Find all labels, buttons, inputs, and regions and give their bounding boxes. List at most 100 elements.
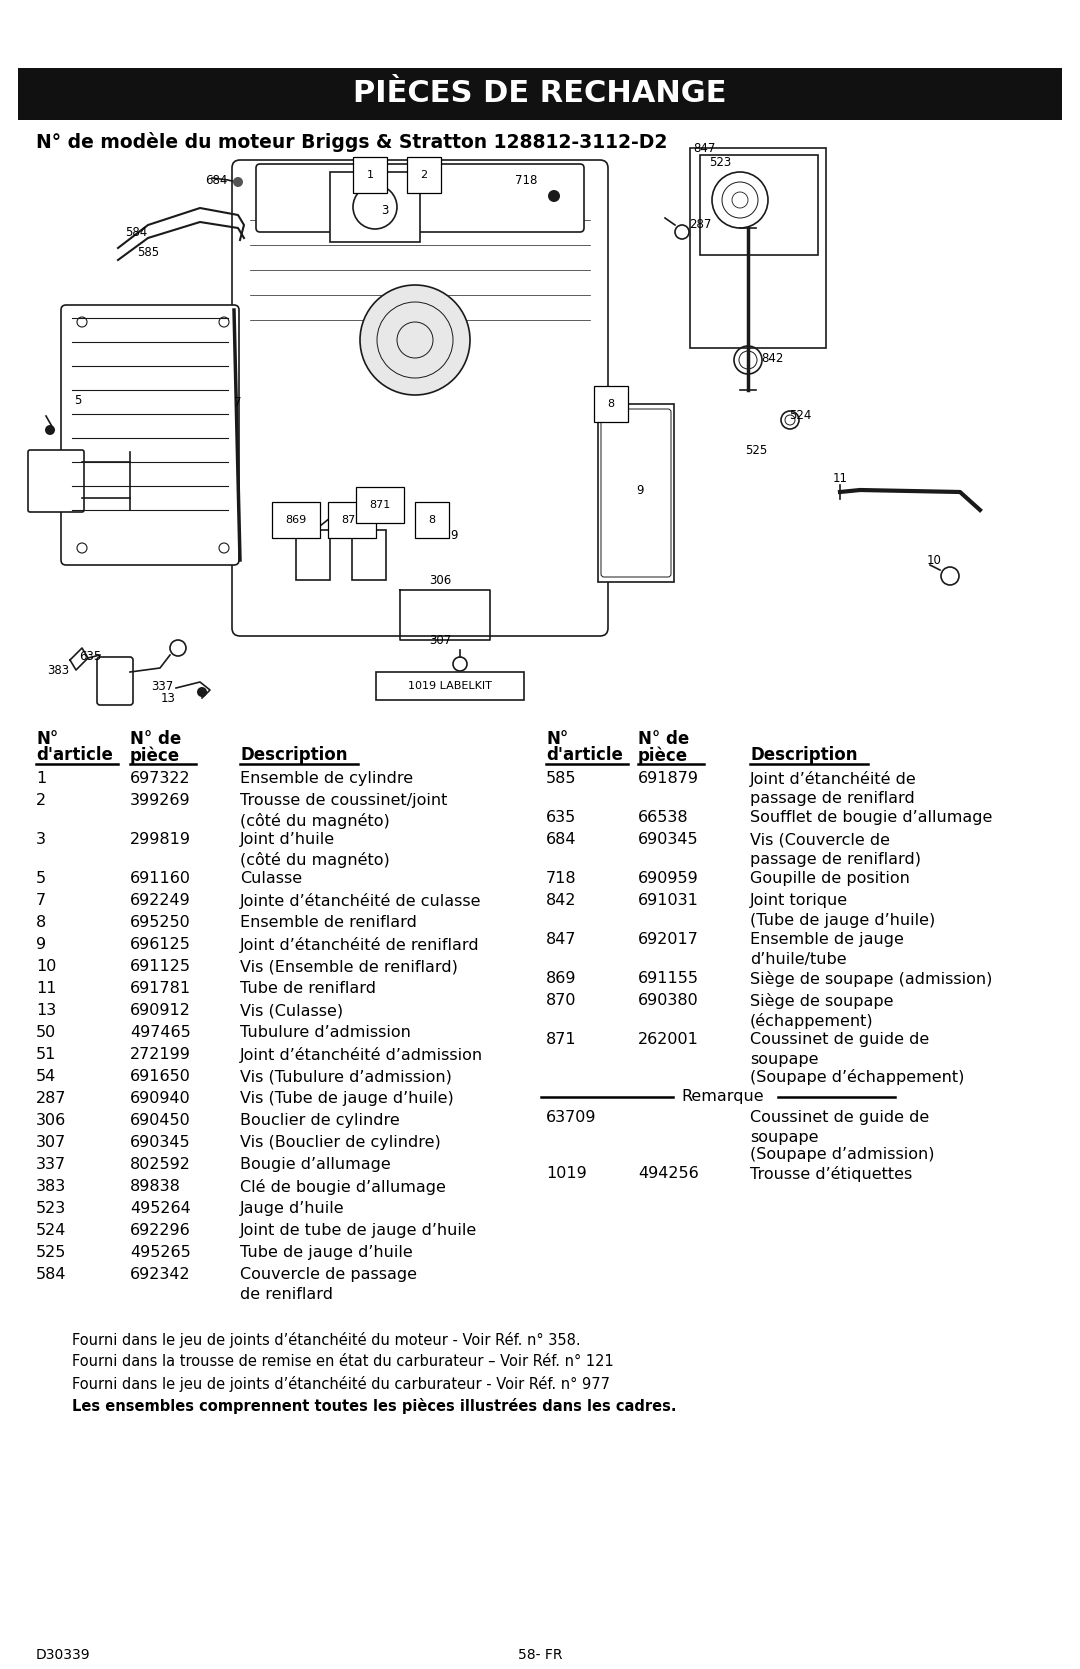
Text: 7: 7 bbox=[234, 396, 242, 409]
Text: 871: 871 bbox=[369, 501, 391, 511]
Text: Joint d’huile: Joint d’huile bbox=[240, 833, 335, 846]
Text: 690345: 690345 bbox=[638, 833, 699, 846]
Text: Joint torique: Joint torique bbox=[750, 893, 848, 908]
Text: N° de modèle du moteur Briggs & Stratton 128812-3112-D2: N° de modèle du moteur Briggs & Stratton… bbox=[36, 132, 667, 152]
Text: de reniflard: de reniflard bbox=[240, 1287, 333, 1302]
Text: Vis (Culasse): Vis (Culasse) bbox=[240, 1003, 343, 1018]
Bar bbox=[296, 531, 330, 581]
Text: 54: 54 bbox=[36, 1070, 56, 1083]
Text: (Soupape d’admission): (Soupape d’admission) bbox=[750, 1147, 934, 1162]
Text: d'article: d'article bbox=[546, 746, 623, 764]
Circle shape bbox=[233, 177, 243, 187]
Text: 13: 13 bbox=[36, 1003, 56, 1018]
Text: Culasse: Culasse bbox=[240, 871, 302, 886]
Text: 63709: 63709 bbox=[546, 1110, 596, 1125]
Text: Vis (Ensemble de reniflard): Vis (Ensemble de reniflard) bbox=[240, 960, 458, 975]
Text: 692249: 692249 bbox=[130, 893, 191, 908]
Text: 307: 307 bbox=[36, 1135, 66, 1150]
Text: 287: 287 bbox=[36, 1092, 67, 1107]
Text: Jauge d’huile: Jauge d’huile bbox=[240, 1202, 345, 1217]
Text: 50: 50 bbox=[36, 1025, 56, 1040]
Text: N° de: N° de bbox=[638, 729, 689, 748]
Text: 523: 523 bbox=[708, 155, 731, 169]
Text: 399269: 399269 bbox=[130, 793, 191, 808]
Text: 842: 842 bbox=[546, 893, 577, 908]
Text: 690450: 690450 bbox=[130, 1113, 191, 1128]
Text: 870: 870 bbox=[546, 993, 577, 1008]
Text: Vis (Bouclier de cylindre): Vis (Bouclier de cylindre) bbox=[240, 1135, 441, 1150]
Text: 585: 585 bbox=[546, 771, 577, 786]
Text: 525: 525 bbox=[36, 1245, 66, 1260]
Text: 584: 584 bbox=[36, 1267, 67, 1282]
Text: 635: 635 bbox=[79, 649, 102, 663]
Text: Couvercle de passage: Couvercle de passage bbox=[240, 1267, 417, 1282]
Text: 870: 870 bbox=[341, 516, 363, 526]
Text: 497465: 497465 bbox=[130, 1025, 191, 1040]
Text: 691160: 691160 bbox=[130, 871, 191, 886]
Text: Ensemble de cylindre: Ensemble de cylindre bbox=[240, 771, 414, 786]
Text: Siège de soupape: Siège de soupape bbox=[750, 993, 893, 1010]
Text: Bouclier de cylindre: Bouclier de cylindre bbox=[240, 1113, 400, 1128]
Text: Trousse d’étiquettes: Trousse d’étiquettes bbox=[750, 1167, 913, 1182]
Text: Remarque: Remarque bbox=[681, 1088, 765, 1103]
Text: d'article: d'article bbox=[36, 746, 113, 764]
Text: soupape: soupape bbox=[750, 1130, 819, 1145]
Text: 697322: 697322 bbox=[130, 771, 191, 786]
Text: 337: 337 bbox=[151, 679, 173, 693]
Text: 847: 847 bbox=[546, 931, 577, 946]
Text: Joint d’étanchéité de reniflard: Joint d’étanchéité de reniflard bbox=[240, 936, 480, 953]
Text: 9: 9 bbox=[36, 936, 46, 951]
Text: 51: 51 bbox=[36, 1046, 56, 1061]
Text: 635: 635 bbox=[546, 809, 577, 824]
Text: pièce: pièce bbox=[130, 746, 180, 764]
Text: 8: 8 bbox=[607, 399, 615, 409]
Text: Bougie d’allumage: Bougie d’allumage bbox=[240, 1157, 391, 1172]
Text: 1: 1 bbox=[366, 170, 374, 180]
Text: Joint d’étanchéité de: Joint d’étanchéité de bbox=[750, 771, 917, 788]
Text: 495265: 495265 bbox=[130, 1245, 191, 1260]
Text: 524: 524 bbox=[788, 409, 811, 422]
Text: 1019 LABELKIT: 1019 LABELKIT bbox=[408, 681, 491, 691]
Text: Coussinet de guide de: Coussinet de guide de bbox=[750, 1110, 929, 1125]
Text: 696125: 696125 bbox=[130, 936, 191, 951]
Text: 8: 8 bbox=[429, 516, 435, 526]
Text: 58- FR: 58- FR bbox=[517, 1647, 563, 1662]
Text: passage de reniflard): passage de reniflard) bbox=[750, 851, 921, 866]
Text: 287: 287 bbox=[689, 219, 712, 232]
Text: 692017: 692017 bbox=[638, 931, 699, 946]
Text: pièce: pièce bbox=[638, 746, 688, 764]
FancyBboxPatch shape bbox=[97, 658, 133, 704]
Bar bbox=[376, 673, 524, 699]
Text: 494256: 494256 bbox=[638, 1167, 699, 1182]
Text: 306: 306 bbox=[429, 574, 451, 586]
Text: Joint de tube de jauge d’huile: Joint de tube de jauge d’huile bbox=[240, 1223, 477, 1238]
Text: Ensemble de reniflard: Ensemble de reniflard bbox=[240, 915, 417, 930]
Text: 5: 5 bbox=[36, 871, 46, 886]
Text: 5: 5 bbox=[75, 394, 82, 407]
Text: Description: Description bbox=[240, 746, 348, 764]
Text: Siège de soupape (admission): Siège de soupape (admission) bbox=[750, 971, 993, 986]
Text: N°: N° bbox=[36, 729, 58, 748]
Text: 11: 11 bbox=[36, 981, 56, 996]
Text: Tubulure d’admission: Tubulure d’admission bbox=[240, 1025, 410, 1040]
Circle shape bbox=[197, 688, 207, 698]
Text: Clé de bougie d’allumage: Clé de bougie d’allumage bbox=[240, 1178, 446, 1195]
Bar bbox=[700, 155, 818, 255]
Text: N° de: N° de bbox=[130, 729, 181, 748]
Text: 692296: 692296 bbox=[130, 1223, 191, 1238]
Text: 585: 585 bbox=[137, 245, 159, 259]
Text: 2: 2 bbox=[36, 793, 46, 808]
Text: 66538: 66538 bbox=[638, 809, 689, 824]
Text: 262001: 262001 bbox=[638, 1031, 699, 1046]
FancyBboxPatch shape bbox=[18, 160, 1062, 708]
Text: 692342: 692342 bbox=[130, 1267, 191, 1282]
FancyBboxPatch shape bbox=[256, 164, 584, 232]
Text: 2: 2 bbox=[420, 170, 428, 180]
Text: 3: 3 bbox=[381, 204, 389, 217]
Text: (Tube de jauge d’huile): (Tube de jauge d’huile) bbox=[750, 913, 935, 928]
Text: 299819: 299819 bbox=[130, 833, 191, 846]
Text: soupape: soupape bbox=[750, 1051, 819, 1066]
Text: 691125: 691125 bbox=[130, 960, 191, 975]
Text: 690912: 690912 bbox=[130, 1003, 191, 1018]
Text: 695250: 695250 bbox=[130, 915, 191, 930]
